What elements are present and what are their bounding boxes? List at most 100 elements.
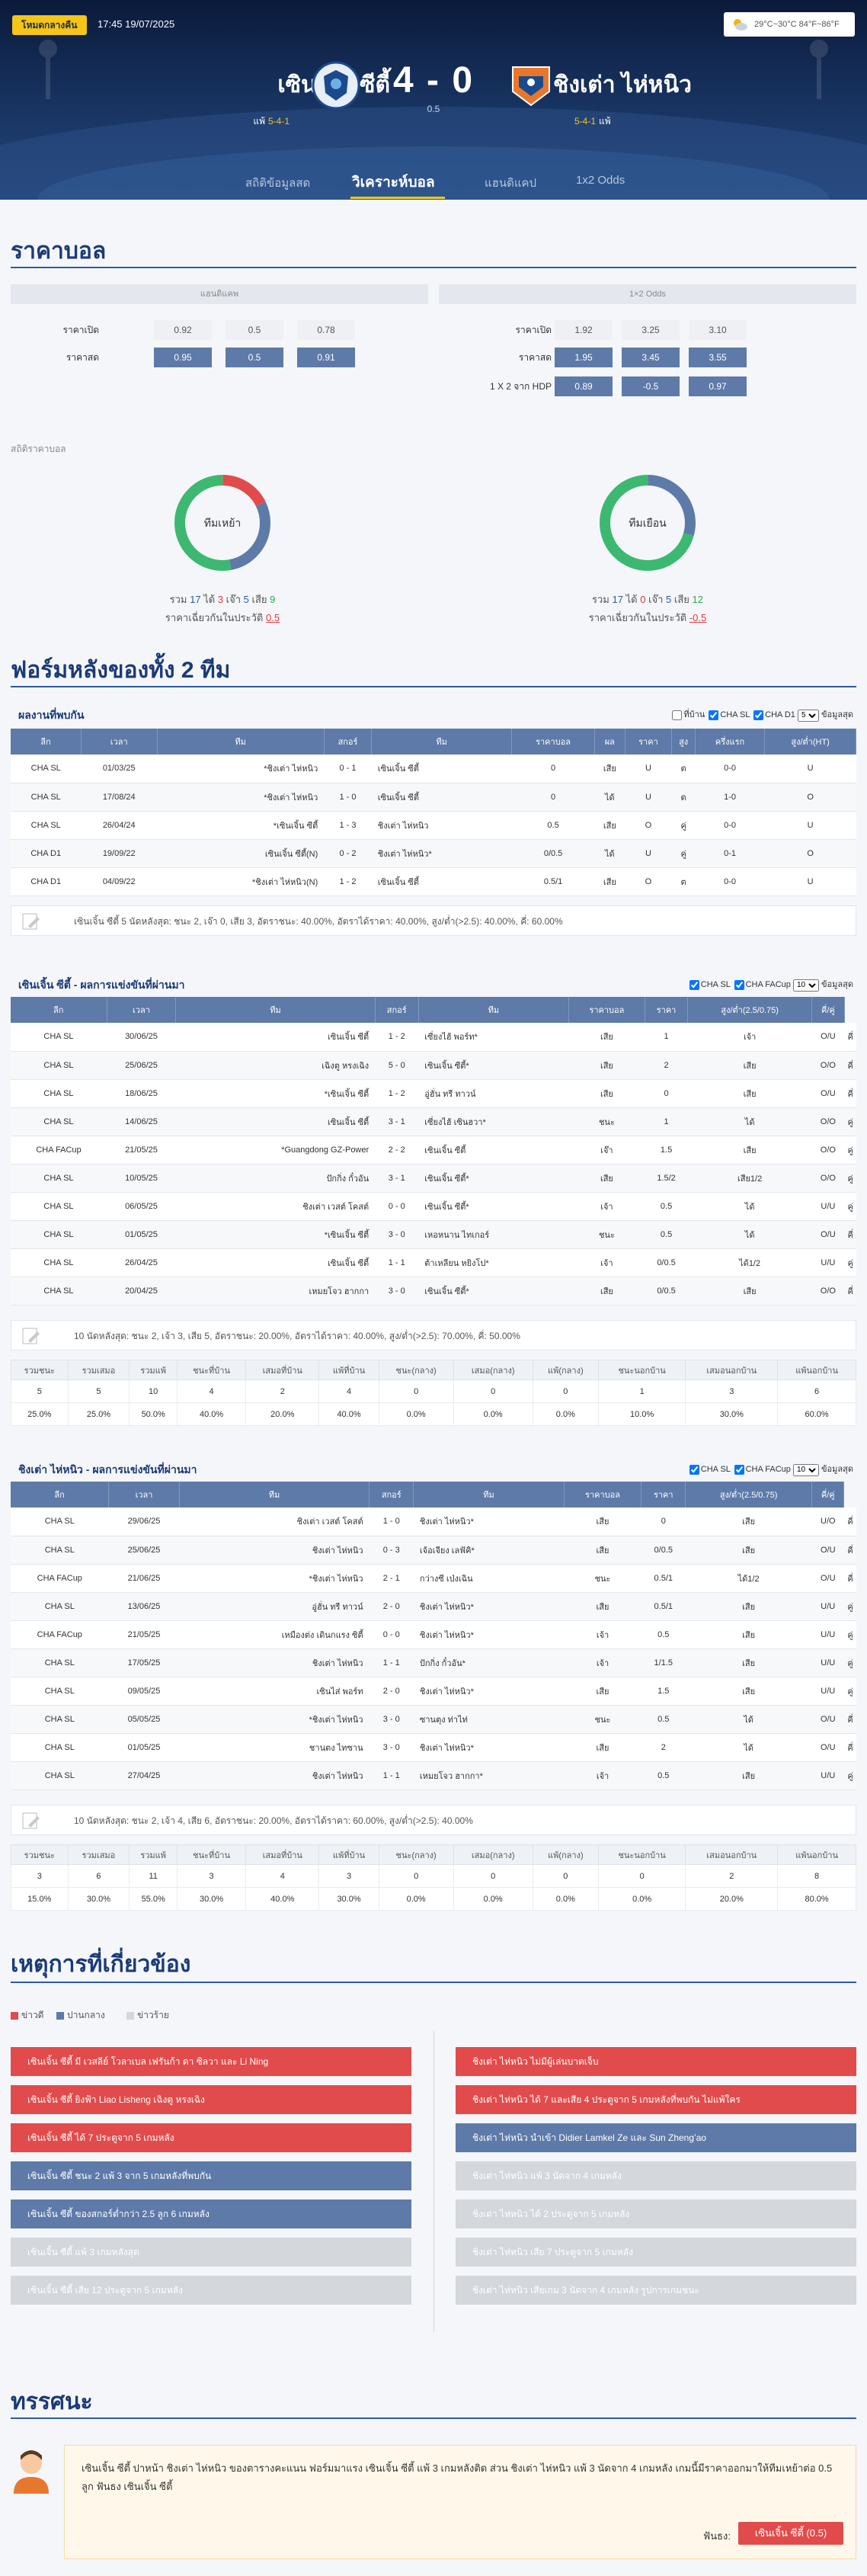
table-row[interactable]: CHA FACup 21/05/25 *Guangdong GZ-Power 2 - … (11, 1136, 856, 1165)
table-row[interactable]: CHA SL 05/05/25 *ชิงเต่า ไห่หนิว 3 - 0 ซานตุ… (11, 1705, 856, 1734)
table-cell[interactable]: เซี่ยงไฮ้ พอร์ท* (418, 1023, 569, 1052)
table-cell[interactable]: เซินเจิ้น ซีตี้ (418, 1136, 569, 1165)
table-cell: CHA SL (11, 1677, 109, 1706)
table-cell[interactable]: เซินเจิ้น ซีตี้ (371, 783, 512, 812)
table-cell[interactable]: *ชิงเต่า ไห่หนิว (179, 1564, 370, 1593)
table-cell[interactable]: เซินเจิ้น ซีตี้ (175, 1023, 376, 1052)
table-cell[interactable]: ชิงเต่า เวสต์ โคสต์ (179, 1507, 370, 1536)
table-cell[interactable]: *เซินเจิ้น ซีตี้ (157, 811, 325, 840)
table-cell[interactable]: ชิงเต่า ไห่หนิว (179, 1761, 370, 1790)
table-row[interactable]: CHA SL 10/05/25 ปักกิ่ง กั๋วอัน 3 - 1 เซินเจ… (11, 1164, 856, 1193)
table-cell[interactable]: อู่ฮั่น ทรี ทาวน์ (418, 1079, 569, 1108)
table-cell[interactable]: *เซินเจิ้น ซีตี้ (175, 1079, 376, 1108)
table-cell[interactable]: เหอหนาน ไทเกอร์ (418, 1220, 569, 1249)
table-cell[interactable]: ชิงเต่า ไห่หนิว (179, 1648, 370, 1677)
table-row[interactable]: CHA SL 13/06/25 อู่ฮั่น ทรี ทาวน์ 2 - 0 ชิงเ… (11, 1592, 856, 1621)
table-row[interactable]: CHA SL 17/05/25 ชิงเต่า ไห่หนิว 1 - 1 ปักกิ่… (11, 1648, 856, 1677)
table-cell[interactable]: เหมยโจว ฮากกา* (413, 1761, 565, 1790)
table-cell[interactable]: เซินเจิ้น ซีตี้* (418, 1192, 569, 1221)
table-cell[interactable]: เซินเจิ้น ซีตี้ (175, 1107, 376, 1136)
table-cell[interactable]: เหมืองต่ง เดินกแรง ซิตี้ (179, 1620, 370, 1649)
h2h-chasl-checkbox[interactable] (709, 710, 719, 720)
away-chasl-checkbox[interactable] (689, 1464, 699, 1475)
table-cell[interactable]: ซานตุง ท่าไท่ (413, 1705, 565, 1734)
table-row[interactable]: CHA SL 06/05/25 ชิงเต่า เวสต์ โคสต์ 0 - 0 เซ… (11, 1192, 856, 1221)
table-row[interactable]: CHA SL 26/04/25 เซินเจิ้น ซีตี้ 1 - 1 ต้าเหล… (11, 1248, 856, 1277)
home-team-logo[interactable] (312, 61, 360, 110)
table-row[interactable]: CHA SL 09/05/25 เซินไส่ พอร์ท 2 - 0 ชิงเต่า … (11, 1677, 856, 1706)
table-cell[interactable]: ชิงเต่า ไห่หนิว (371, 811, 512, 840)
away-form-record: 5-4-1 (574, 116, 597, 127)
tab-1x2-odds[interactable]: 1x2 Odds (576, 174, 625, 187)
table-cell[interactable]: ชิงเต่า ไห่หนิว* (413, 1507, 565, 1536)
table-row[interactable]: CHA FACup 21/05/25 เหมืองต่ง เดินกแรง ซิตี… (11, 1620, 856, 1649)
table-cell[interactable]: *ชิงเต่า ไห่หนิว(N) (157, 867, 325, 896)
table-cell[interactable]: ชิงเต่า ไห่หนิว (179, 1536, 370, 1565)
table-row[interactable]: CHA SL 17/08/24 *ชิงเต่า ไห่หนิว 1 - 0 เซินเ… (11, 783, 856, 812)
table-row[interactable]: CHA FACup 21/06/25 *ชิงเต่า ไห่หนิว 2 - 1 กว… (11, 1564, 856, 1593)
table-cell[interactable]: *ชิงเต่า ไห่หนิว (157, 783, 325, 812)
away-team-logo[interactable] (507, 61, 555, 110)
table-cell[interactable]: เฉิงตู หรงเฉิง (175, 1051, 376, 1080)
table-cell[interactable]: ชิงเต่า ไห่หนิว* (413, 1592, 565, 1621)
table-row[interactable]: CHA SL 01/03/25 *ชิงเต่า ไห่หนิว 0 - 1 เซินเ… (11, 755, 856, 783)
table-row[interactable]: CHA SL 26/04/24 *เซินเจิ้น ซีตี้ 1 - 3 ชิงเต… (11, 811, 856, 840)
away-history-value[interactable]: -0.5 (689, 612, 707, 623)
table-cell[interactable]: ต้าเหลียน หยิงโป* (418, 1248, 569, 1277)
h2h-home-checkbox[interactable] (672, 710, 683, 720)
table-cell[interactable]: เซี่ยงไฮ้ เซินฮวา* (418, 1107, 569, 1136)
table-cell[interactable]: เจ้อเจียง เลฟัคิ* (413, 1536, 565, 1565)
table-row[interactable]: CHA SL 30/06/25 เซินเจิ้น ซีตี้ 1 - 2 เซี่ยง… (11, 1023, 856, 1052)
table-cell[interactable]: *ชิงเต่า ไห่หนิว (179, 1705, 370, 1734)
table-cell[interactable]: เซินไส่ พอร์ท (179, 1677, 370, 1706)
table-cell[interactable]: เซินเจิ้น ซีตี้ (371, 867, 512, 896)
table-cell: 1 - 2 (375, 1079, 419, 1108)
table-cell[interactable]: ปักกิ่ง กั๋วอัน* (413, 1648, 565, 1677)
table-cell[interactable]: *เซินเจิ้น ซีตี้ (175, 1220, 376, 1249)
table-row[interactable]: CHA SL 18/06/25 *เซินเจิ้น ซีตี้ 1 - 2 อู่ฮั… (11, 1079, 856, 1108)
table-cell[interactable]: ชิงเต่า ไห่หนิว* (413, 1677, 565, 1706)
tab-live-stats[interactable]: สถิติข้อมูลสด (245, 177, 311, 190)
table-row[interactable]: CHA SL 14/06/25 เซินเจิ้น ซีตี้ 3 - 1 เซี่ยง… (11, 1107, 856, 1136)
tab-analysis[interactable]: วิเคราะห์บอล (352, 175, 435, 191)
away-facup-checkbox[interactable] (734, 1464, 744, 1475)
table-cell[interactable]: ชิงเต่า ไห่หนิว* (413, 1733, 565, 1762)
table-cell[interactable]: กว่างซี เป่งเฉิน (413, 1564, 565, 1593)
table-cell[interactable]: ปักกิ่ง กั๋วอัน (175, 1164, 376, 1193)
table-cell[interactable]: ชิงเต่า ไห่หนิว* (371, 839, 512, 868)
table-cell: คี่ (844, 1079, 856, 1108)
table-cell[interactable]: เซินเจิ้น ซีตี้ (175, 1248, 376, 1277)
table-cell[interactable]: อู่ฮั่น ทรี ทาวน์ (179, 1592, 370, 1621)
table-cell[interactable]: ชิงเต่า เวสต์ โคสต์ (175, 1192, 376, 1221)
h2h-chad1-checkbox[interactable] (753, 710, 764, 720)
table-row[interactable]: CHA SL 01/05/25 *เซินเจิ้น ซีตี้ 3 - 0 เหอหน… (11, 1220, 856, 1249)
table-row[interactable]: CHA SL 25/06/25 ชิงเต่า ไห่หนิว 0 - 3 เจ้อเจ… (11, 1536, 856, 1565)
table-row[interactable]: CHA SL 27/04/25 ชิงเต่า ไห่หนิว 1 - 1 เหมยโจ… (11, 1761, 856, 1790)
h2h-count-select[interactable]: 5 (797, 709, 819, 722)
home-chasl-checkbox[interactable] (689, 979, 699, 990)
table-cell[interactable]: เซินเจิ้น ซีตี้* (418, 1051, 569, 1080)
table-cell[interactable]: *Guangdong GZ-Power (175, 1136, 376, 1165)
table-row[interactable]: CHA D1 19/09/22 เซินเจิ้น ซีตี้(N) 0 - 2 ชิง… (11, 839, 856, 868)
table-row[interactable]: CHA SL 29/06/25 ชิงเต่า เวสต์ โคสต์ 1 - 0 ชิ… (11, 1507, 856, 1536)
table-row[interactable]: CHA D1 04/09/22 *ชิงเต่า ไห่หนิว(N) 1 - 2 เซ… (11, 867, 856, 896)
table-row[interactable]: CHA SL 01/05/25 ชานตง ไทซาน 3 - 0 ชิงเต่า ไห… (11, 1733, 856, 1762)
away-team-name[interactable]: ชิงเต่า ไห่หนิว (553, 72, 692, 98)
table-cell[interactable]: ชานตง ไทซาน (179, 1733, 370, 1762)
table-cell[interactable]: เซินเจิ้น ซีตี้* (418, 1164, 569, 1193)
table-cell[interactable]: เซินเจิ้น ซีตี้ (371, 755, 512, 783)
home-facup-checkbox[interactable] (734, 979, 744, 990)
home-history-value[interactable]: 0.5 (266, 612, 280, 623)
table-cell[interactable]: ชิงเต่า ไห่หนิว* (413, 1620, 565, 1649)
away-count-select[interactable]: 10 (792, 1463, 819, 1476)
table-row[interactable]: CHA SL 20/04/25 เหมยโจว ฮากกา 3 - 0 เซินเจิ้… (11, 1277, 856, 1306)
tab-handicap[interactable]: แฮนดิแคป (485, 177, 537, 190)
table-cell[interactable]: *ชิงเต่า ไห่หนิว (157, 755, 325, 783)
table-row[interactable]: CHA SL 25/06/25 เฉิงตู หรงเฉิง 5 - 0 เซินเจิ… (11, 1051, 856, 1080)
table-cell[interactable]: เหมยโจว ฮากกา (175, 1277, 376, 1306)
table-cell[interactable]: เซินเจิ้น ซีตี้(N) (157, 839, 325, 868)
pick-button[interactable]: เซินเจิ้น ซีตี้ (0.5) (738, 2522, 843, 2545)
table-cell[interactable]: เซินเจิ้น ซีตี้* (418, 1277, 569, 1306)
night-mode-button[interactable]: โหมดกลางคืน (12, 15, 87, 35)
home-count-select[interactable]: 10 (792, 979, 819, 992)
